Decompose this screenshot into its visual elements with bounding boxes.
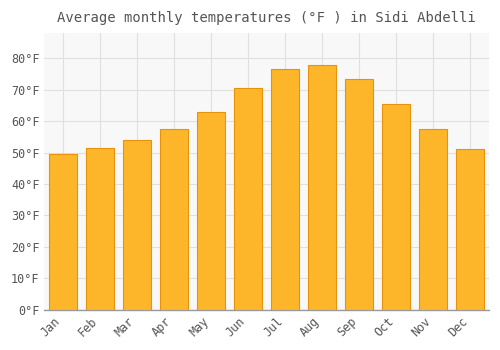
Bar	[272, 69, 299, 310]
Bar	[49, 154, 77, 310]
Bar	[420, 129, 447, 310]
Bar	[123, 140, 151, 310]
Bar	[308, 65, 336, 310]
Bar	[160, 129, 188, 310]
Bar	[197, 112, 225, 310]
Bar	[382, 104, 410, 310]
Bar	[346, 79, 373, 310]
Bar	[234, 88, 262, 310]
Bar	[456, 149, 484, 310]
Title: Average monthly temperatures (°F ) in Sidi Abdelli: Average monthly temperatures (°F ) in Si…	[58, 11, 476, 25]
Bar	[86, 148, 114, 310]
